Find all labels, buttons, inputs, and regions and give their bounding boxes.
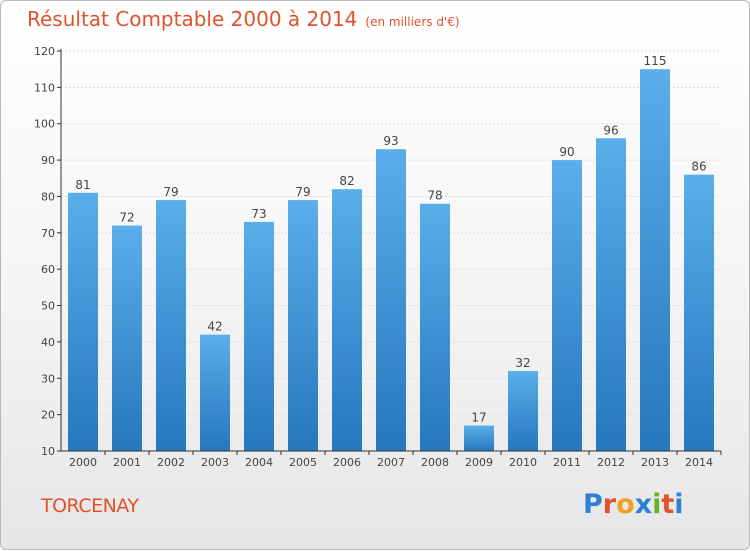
commune-name: TORCENAY	[41, 495, 139, 517]
y-tick-label: 100	[34, 118, 55, 131]
bar-2014	[684, 174, 714, 452]
y-tick-label: 20	[41, 409, 55, 422]
y-tick-label: 30	[41, 372, 55, 385]
data-label: 42	[207, 320, 222, 334]
axes	[57, 49, 722, 455]
data-label: 90	[559, 145, 574, 159]
x-tick-label: 2001	[113, 456, 141, 469]
data-label: 79	[163, 185, 178, 199]
chart-unit: (en milliers d'€)	[365, 15, 460, 29]
data-label: 79	[295, 185, 310, 199]
x-tick-label: 2008	[421, 456, 449, 469]
data-label: 93	[383, 134, 398, 148]
bar-2000	[68, 192, 98, 451]
logo-letter: t	[661, 489, 675, 520]
bar-2002	[156, 200, 186, 451]
x-tick-label: 2010	[509, 456, 537, 469]
logo-letter: P	[583, 489, 603, 520]
y-tick-label: 120	[34, 45, 55, 58]
data-label: 81	[75, 178, 90, 192]
x-tick-label: 2003	[201, 456, 229, 469]
bar-2011	[552, 160, 582, 451]
data-label: 78	[427, 189, 442, 203]
bar-2008	[420, 203, 450, 451]
y-tick-label: 90	[41, 154, 55, 167]
x-tick-label: 2006	[333, 456, 361, 469]
chart-title-text: Résultat Comptable 2000 à 2014	[27, 7, 358, 31]
bar-2005	[288, 200, 318, 451]
x-tick-label: 2012	[597, 456, 625, 469]
data-label: 17	[471, 411, 486, 425]
data-label: 96	[603, 123, 618, 137]
y-tick-label: 110	[34, 81, 55, 94]
bar-2004	[244, 221, 274, 451]
bar-2001	[112, 225, 142, 451]
chart-title: Résultat Comptable 2000 à 2014 (en millie…	[27, 7, 460, 31]
x-tick-label: 2004	[245, 456, 273, 469]
bar-2013	[640, 69, 670, 451]
logo-letter: x	[634, 489, 653, 520]
y-tick-label: 40	[41, 336, 55, 349]
y-tick-label: 60	[41, 263, 55, 276]
x-tick-label: 2013	[641, 456, 669, 469]
logo-letter: r	[602, 489, 617, 520]
bar-2006	[332, 189, 362, 451]
data-label: 82	[339, 174, 354, 188]
logo-letter: o	[616, 489, 635, 520]
x-tick-label: 2011	[553, 456, 581, 469]
bar-2009	[464, 425, 494, 451]
x-tick-label: 2007	[377, 456, 405, 469]
y-tick-label: 80	[41, 190, 55, 203]
x-tick-label: 2005	[289, 456, 317, 469]
labels: 10 20 30 40 50 60 70 80 90 100 110 120 81 2000 72 2001 7…	[34, 45, 713, 469]
data-label: 73	[251, 207, 266, 221]
x-tick-label: 2002	[157, 456, 185, 469]
logo-letter: i	[674, 489, 684, 520]
x-tick-label: 2000	[69, 456, 97, 469]
bars	[68, 69, 714, 452]
proxiti-logo: Proxiti	[583, 489, 684, 520]
x-tick-label: 2009	[465, 456, 493, 469]
y-tick-label: 50	[41, 300, 55, 313]
data-label: 86	[691, 160, 706, 174]
bar-2010	[508, 371, 538, 451]
data-label: 32	[515, 356, 530, 370]
y-tick-label: 10	[41, 445, 55, 458]
y-tick-label: 70	[41, 227, 55, 240]
logo-letter: i	[652, 489, 662, 520]
bar-2007	[376, 149, 406, 451]
data-label: 115	[644, 54, 667, 68]
bar-2012	[596, 138, 626, 452]
x-tick-label: 2014	[685, 456, 713, 469]
data-label: 72	[119, 211, 134, 225]
bar-2003	[200, 334, 230, 451]
